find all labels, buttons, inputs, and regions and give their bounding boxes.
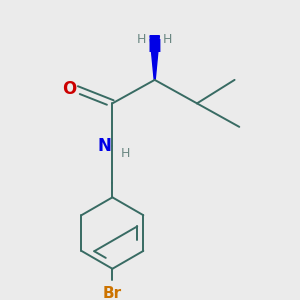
Text: N: N — [98, 137, 112, 155]
Text: H: H — [137, 33, 146, 46]
Text: H: H — [121, 147, 130, 160]
Text: N: N — [148, 38, 162, 56]
Text: H: H — [163, 33, 172, 46]
Text: O: O — [62, 80, 76, 98]
Polygon shape — [150, 36, 159, 80]
Text: Br: Br — [103, 286, 122, 300]
